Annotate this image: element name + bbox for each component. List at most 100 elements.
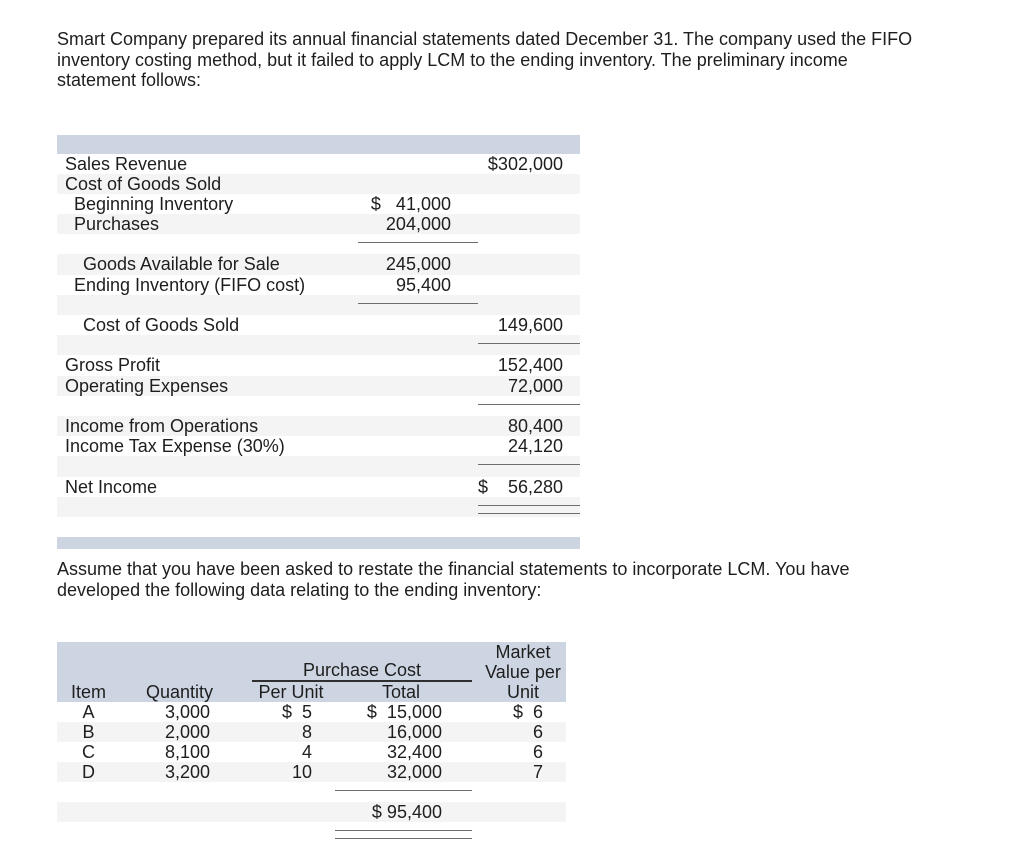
amount-col-inner [358,497,478,517]
cell-item: B [82,722,95,743]
amount-col-outer: 152,400 [497,355,563,376]
total-double-rule [335,830,472,840]
row-label: Sales Revenue [65,153,188,174]
amount-col-inner [358,154,478,174]
amount-col-outer [478,517,580,537]
amount-col-outer [478,194,580,214]
income-statement-row: Gross Profit 152,400 [57,355,580,375]
amount-col-outer [478,174,580,194]
cell-quantity: 3,000 [164,702,210,723]
cell-total [330,782,472,802]
inventory-table-header: Item Quantity Purchase Cost Per Unit Tot… [57,642,566,703]
amount-col-inner: 204,000 [385,214,451,235]
cell-spacer [472,782,480,802]
income-statement-row: Purchases 204,000 [57,214,580,235]
cell-item [57,822,120,842]
income-statement-row: Income Tax Expense (30%) 24,120 [57,436,580,456]
row-label: Cost of Goods Sold [65,173,222,194]
row-label [57,517,358,537]
amount-col-inner: 95,400 [395,274,451,295]
cell-per-unit [252,782,330,802]
inventory-spacer-row [57,782,566,802]
income-statement-row: Operating Expenses 72,000 [57,375,580,396]
cell-market-value: $ 6 [512,702,543,723]
amount-col-inner [358,335,478,355]
amount-col-inner [358,396,478,416]
inventory-table-rows: A 3,000 $ 5 $ 15,000 $ 6 B 2,000 8 16,000 6 C 8,100… [57,702,566,783]
amount-col-outer [478,396,580,416]
middle-paragraph: Assume that you have been asked to resta… [57,559,850,600]
income-statement-spacer-row [57,294,580,315]
inventory-row: C 8,100 4 32,400 6 [57,742,566,762]
income-statement-row: Income from Operations 80,400 [57,415,580,437]
row-label: Purchases [74,214,160,235]
amount-col-inner [358,456,478,476]
amount-col-inner [358,174,478,194]
income-statement-row: Beginning Inventory $ 41,000 [57,194,580,214]
header-quantity: Quantity [145,682,213,703]
amount-col-inner: $ 41,000 [370,193,451,214]
inventory-table: Item Quantity Purchase Cost Per Unit Tot… [57,642,566,842]
cell-item: D [82,762,95,783]
amount-col-outer: 24,120 [507,436,563,457]
income-statement-table: Sales Revenue $302,000 Cost of Goods Sold B… [57,134,580,550]
amount-col-outer [478,275,580,295]
income-statement-row: Cost of Goods Sold 149,600 [57,315,580,335]
cell-spacer [225,822,252,842]
amount-col-inner [358,477,478,497]
amount-col-outer [478,497,580,517]
cell-per-unit [252,802,330,822]
row-label: Gross Profit [65,355,161,376]
row-label: Income Tax Expense (30%) [65,436,285,457]
cell-total: 32,400 [386,742,442,763]
cell-spacer [225,742,252,762]
cell-spacer [472,762,480,782]
cell-per-unit: 10 [291,762,312,783]
row-label: Operating Expenses [65,375,229,396]
cell-quantity: 2,000 [164,722,210,743]
cell-market-value: 7 [532,762,543,783]
amount-col-outer [478,254,580,274]
row-label [57,234,358,254]
cell-quantity: 3,200 [164,762,210,783]
cell-quantity: 8,100 [164,742,210,763]
header-purchase-cost-group: Purchase Cost Per Unit Total [252,660,472,702]
total-rule [335,790,472,792]
cell-market-value: 6 [532,742,543,763]
amount-col-inner [358,234,478,254]
cell-market-value [480,782,566,802]
cell-item [57,802,120,822]
cell-spacer [472,802,480,822]
inventory-row: A 3,000 $ 5 $ 15,000 $ 6 [57,702,566,722]
amount-col-inner [358,436,478,456]
header-market-value-per-unit: Market Value per Unit [485,642,561,703]
double-rule [478,504,580,514]
amount-col-outer [478,234,580,254]
row-label: Goods Available for Sale [83,254,280,275]
inventory-row: D 3,200 10 32,000 7 [57,762,566,783]
cell-item: A [82,702,95,723]
single-rule [478,464,580,466]
income-statement-row: Ending Inventory (FIFO cost) 95,400 [57,275,580,295]
amount-col-outer [478,456,580,476]
header-total: Total [381,682,421,703]
header-item: Item [70,682,106,703]
cell-total: $ 15,000 [366,702,442,723]
cell-total [330,822,472,842]
amount-col-outer: 149,600 [497,315,563,335]
cell-per-unit: 8 [301,722,312,743]
amount-col-outer: 72,000 [507,375,563,396]
cell-quantity [120,822,225,842]
single-rule [358,302,478,304]
amount-col-inner [358,355,478,375]
row-label [57,396,358,416]
single-rule [478,343,580,345]
table-footer-band [57,537,580,550]
cell-spacer [225,782,252,802]
cell-item: C [82,742,95,763]
cell-spacer [225,762,252,782]
amount-col-inner: 245,000 [385,254,451,275]
amount-col-inner [358,295,478,315]
cell-market-value: 6 [532,722,543,743]
